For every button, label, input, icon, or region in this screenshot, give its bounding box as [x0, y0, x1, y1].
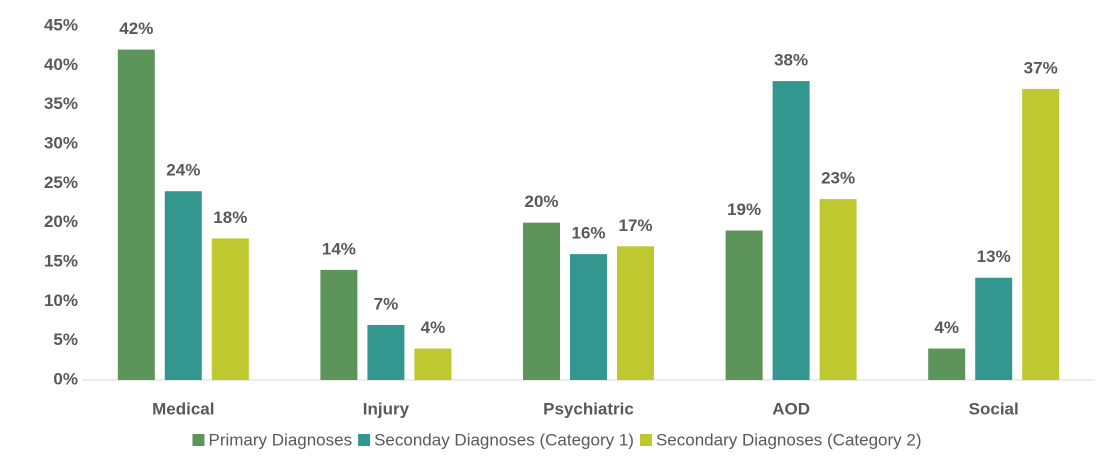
- value-label: 18%: [213, 208, 247, 227]
- bar: [523, 222, 560, 380]
- value-label: 42%: [119, 19, 153, 38]
- value-label: 20%: [524, 192, 558, 211]
- y-tick-label: 25%: [44, 173, 78, 192]
- y-tick-label: 15%: [44, 251, 78, 270]
- bar: [320, 269, 358, 380]
- value-label: 16%: [571, 224, 605, 243]
- value-label: 4%: [934, 318, 959, 337]
- x-tick-label: AOD: [772, 399, 810, 418]
- legend-label: Seconday Diagnoses (Category 1): [374, 430, 634, 449]
- legend-label: Primary Diagnoses: [208, 430, 352, 449]
- y-tick-label: 20%: [44, 212, 78, 231]
- bar: [117, 49, 155, 380]
- x-tick-label: Psychiatric: [543, 399, 634, 418]
- value-label: 23%: [821, 169, 855, 188]
- bar: [819, 199, 857, 380]
- y-tick-label: 35%: [44, 94, 78, 113]
- x-tick-label: Injury: [363, 399, 410, 418]
- x-tick-label: Social: [969, 399, 1019, 418]
- value-label: 7%: [374, 294, 399, 313]
- legend-label: Secondary Diagnoses (Category 2): [656, 430, 922, 449]
- bar: [367, 324, 405, 380]
- bar: [617, 246, 654, 380]
- bar: [570, 254, 607, 380]
- y-tick-label: 30%: [44, 133, 78, 152]
- value-label: 17%: [618, 216, 652, 235]
- y-tick-label: 0%: [53, 369, 78, 388]
- value-label: 37%: [1024, 58, 1058, 77]
- y-tick-label: 5%: [53, 330, 78, 349]
- value-label: 4%: [421, 318, 446, 337]
- legend-swatch: [358, 434, 371, 446]
- bar: [725, 230, 763, 380]
- bar: [1022, 88, 1060, 380]
- value-label: 14%: [322, 239, 356, 258]
- bar: [975, 277, 1013, 380]
- bar: [211, 238, 249, 380]
- bar: [414, 348, 452, 380]
- legend-swatch: [192, 434, 205, 446]
- y-tick-label: 40%: [44, 55, 78, 74]
- value-label: 19%: [727, 200, 761, 219]
- bar: [164, 191, 202, 380]
- value-label: 24%: [166, 161, 200, 180]
- y-tick-label: 45%: [44, 15, 78, 34]
- legend-swatch: [639, 434, 652, 446]
- y-tick-label: 10%: [44, 291, 78, 310]
- bar: [928, 348, 966, 380]
- value-label: 38%: [774, 51, 808, 70]
- bar: [772, 81, 810, 381]
- x-tick-label: Medical: [152, 399, 214, 418]
- value-label: 13%: [977, 247, 1011, 266]
